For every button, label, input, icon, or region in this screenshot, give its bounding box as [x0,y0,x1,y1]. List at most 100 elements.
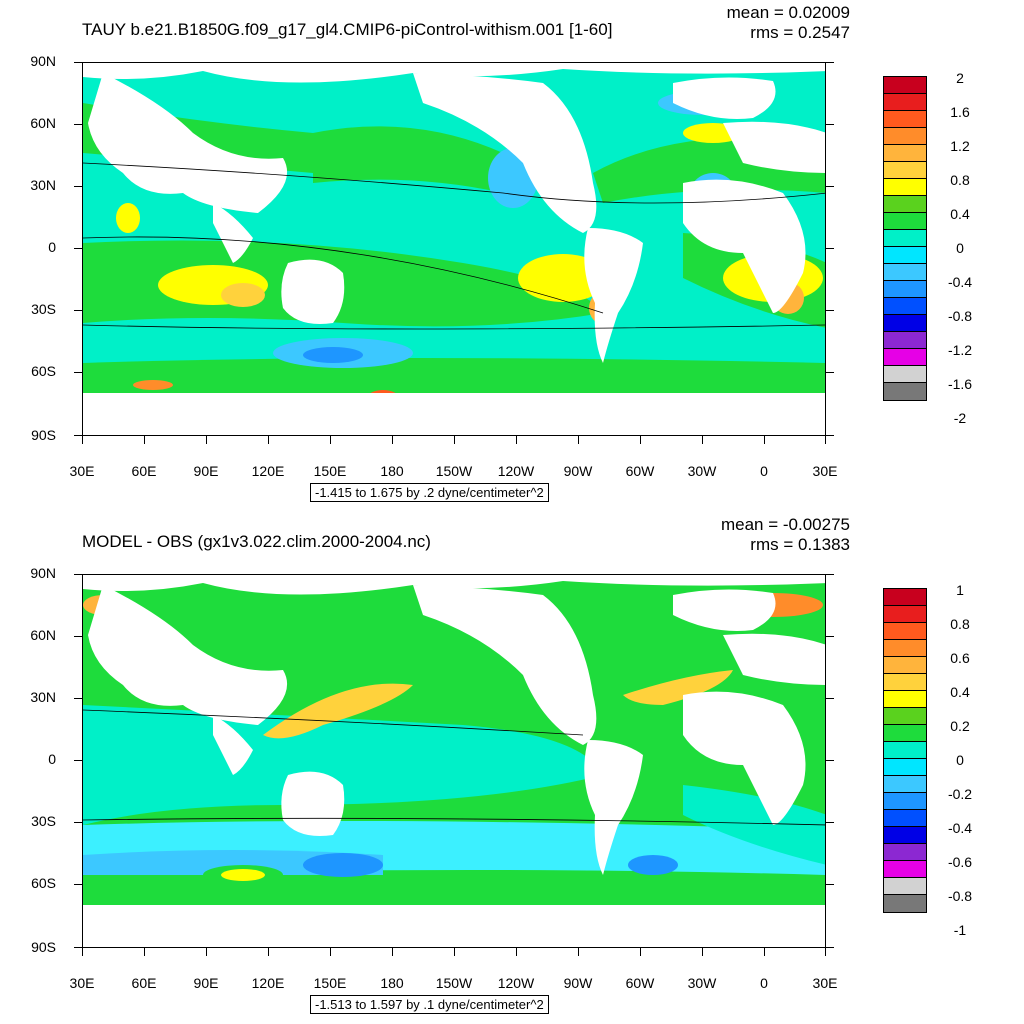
lon-label: 120W [497,975,535,991]
contour-line [83,324,825,330]
lat-label: 90N [30,565,56,581]
lon-label: 150W [435,463,473,479]
lon-label: 150E [313,463,347,479]
legend-swatch [884,366,926,383]
lon-label: 180 [380,463,404,479]
panel-title: TAUY b.e21.B1850G.f09_g17_gl4.CMIP6-piCo… [82,20,613,39]
legend-swatch [884,776,926,793]
legend-label: 0.8 [950,616,970,632]
rms-value: rms = 0.1383 [750,535,850,554]
land-north-america [413,73,597,233]
land-north-america [413,585,597,745]
land-south-america [584,740,643,875]
legend-swatch [884,606,926,623]
legend-swatch [884,793,926,810]
lon-label: 120W [497,463,535,479]
legend-label: 1.2 [950,138,970,154]
lon-label: 60E [131,463,157,479]
land-india [213,203,253,263]
legend-swatch [884,315,926,332]
contour-zone [303,347,363,363]
contour-zone [221,283,265,307]
lat-label: 60N [30,627,56,643]
map-field [83,577,825,947]
lon-label: 30E [69,975,95,991]
land-arctic [83,65,825,83]
legend-swatch [884,691,926,708]
legend-label: 0.6 [950,650,970,666]
panel-title: MODEL - OBS (gx1v3.022.clim.2000-2004.nc… [82,532,431,551]
contour-zone [83,358,825,393]
color-legend [883,76,927,401]
lon-label: 30W [687,463,717,479]
contour-line [83,817,825,826]
legend-label: 0.2 [950,718,970,734]
lon-label: 90E [193,975,219,991]
land-india [213,715,253,775]
legend-label: -0.4 [947,274,973,290]
lat-label: 60S [31,363,56,379]
land-greenland [673,589,776,631]
legend-swatch [884,298,926,315]
lat-label: 90N [30,53,56,69]
legend-swatch [884,708,926,725]
land-antarctica [83,905,825,947]
legend-swatch [884,77,926,94]
legend-label: -0.8 [947,888,973,904]
legend-swatch [884,810,926,827]
legend-label: -1.2 [947,342,973,358]
lat-label: 30N [30,689,56,705]
contour-range-info: -1.415 to 1.675 by .2 dyne/centimeter^2 [310,483,549,502]
legend-swatch [884,878,926,895]
legend-swatch [884,162,926,179]
map-field [83,65,825,435]
contour-line [83,709,584,736]
lat-label: 60S [31,875,56,891]
lon-label: 120E [251,463,285,479]
legend-swatch [884,281,926,298]
legend-swatch [884,111,926,128]
legend-swatch [884,247,926,264]
lat-label: 90S [31,939,56,955]
lon-label: 0 [760,975,768,991]
lat-label: 60N [30,115,56,131]
rms-value: rms = 0.2547 [750,23,850,42]
legend-label: -2 [953,410,967,426]
lon-label: 30E [812,975,838,991]
legend-label: 1.6 [950,104,970,120]
legend-label: 0 [956,752,964,768]
lat-label: 30N [30,177,56,193]
legend-swatch [884,742,926,759]
land-africa [683,179,806,313]
contour-zone [116,203,140,233]
lon-label: 60E [131,975,157,991]
lon-label: 30E [69,463,95,479]
legend-swatch [884,383,926,400]
legend-label: -0.8 [947,308,973,324]
panel-model-minus-obs: MODEL - OBS (gx1v3.022.clim.2000-2004.nc… [0,512,1024,1024]
lat-label: 0 [48,239,56,255]
legend-swatch [884,725,926,742]
lon-label: 90W [563,463,593,479]
contour-zone [263,683,413,739]
contour-zone [133,380,173,390]
legend-swatch [884,145,926,162]
lon-label: 150E [313,975,347,991]
legend-swatch [884,861,926,878]
contour-line [83,236,604,314]
lon-label: 60W [625,975,655,991]
legend-swatch [884,759,926,776]
legend-swatch [884,895,926,912]
lat-label: 30S [31,813,56,829]
legend-label: 0 [956,240,964,256]
contour-range-info: -1.513 to 1.597 by .1 dyne/centimeter^2 [310,995,549,1014]
legend-swatch [884,589,926,606]
legend-swatch [884,349,926,366]
panel-tauy: TAUY b.e21.B1850G.f09_g17_gl4.CMIP6-piCo… [30,3,973,502]
lon-label: 30W [687,975,717,991]
mean-value: mean = -0.00275 [720,515,850,534]
map-plot [82,62,826,436]
legend-swatch [884,213,926,230]
lat-label: 30S [31,301,56,317]
legend-swatch [884,128,926,145]
